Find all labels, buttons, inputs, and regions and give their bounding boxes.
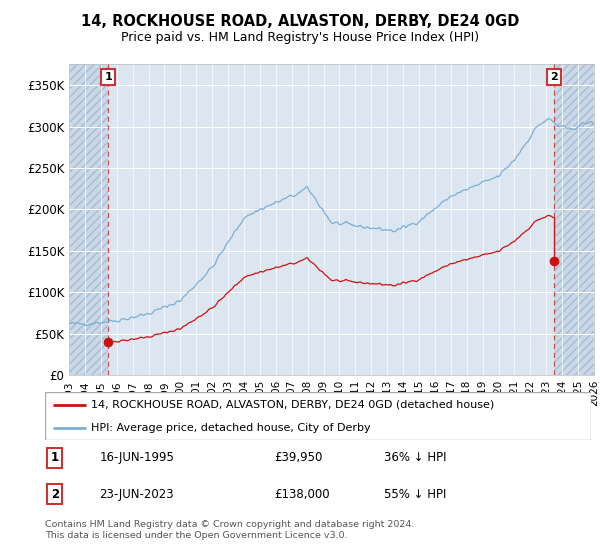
Bar — [554, 64, 594, 375]
Text: 55% ↓ HPI: 55% ↓ HPI — [383, 488, 446, 501]
Text: Contains HM Land Registry data © Crown copyright and database right 2024.
This d: Contains HM Land Registry data © Crown c… — [45, 520, 415, 540]
FancyBboxPatch shape — [45, 392, 591, 440]
Bar — [69, 64, 108, 375]
Text: Price paid vs. HM Land Registry's House Price Index (HPI): Price paid vs. HM Land Registry's House … — [121, 31, 479, 44]
Text: 36% ↓ HPI: 36% ↓ HPI — [383, 451, 446, 464]
Text: 16-JUN-1995: 16-JUN-1995 — [100, 451, 175, 464]
Text: 14, ROCKHOUSE ROAD, ALVASTON, DERBY, DE24 0GD: 14, ROCKHOUSE ROAD, ALVASTON, DERBY, DE2… — [81, 14, 519, 29]
Text: 2: 2 — [51, 488, 59, 501]
Text: £39,950: £39,950 — [274, 451, 323, 464]
Text: 23-JUN-2023: 23-JUN-2023 — [100, 488, 174, 501]
Text: £138,000: £138,000 — [274, 488, 330, 501]
Text: 1: 1 — [51, 451, 59, 464]
Text: 1: 1 — [104, 72, 112, 82]
Text: HPI: Average price, detached house, City of Derby: HPI: Average price, detached house, City… — [91, 423, 371, 433]
Text: 2: 2 — [550, 72, 558, 82]
Text: 14, ROCKHOUSE ROAD, ALVASTON, DERBY, DE24 0GD (detached house): 14, ROCKHOUSE ROAD, ALVASTON, DERBY, DE2… — [91, 400, 494, 410]
